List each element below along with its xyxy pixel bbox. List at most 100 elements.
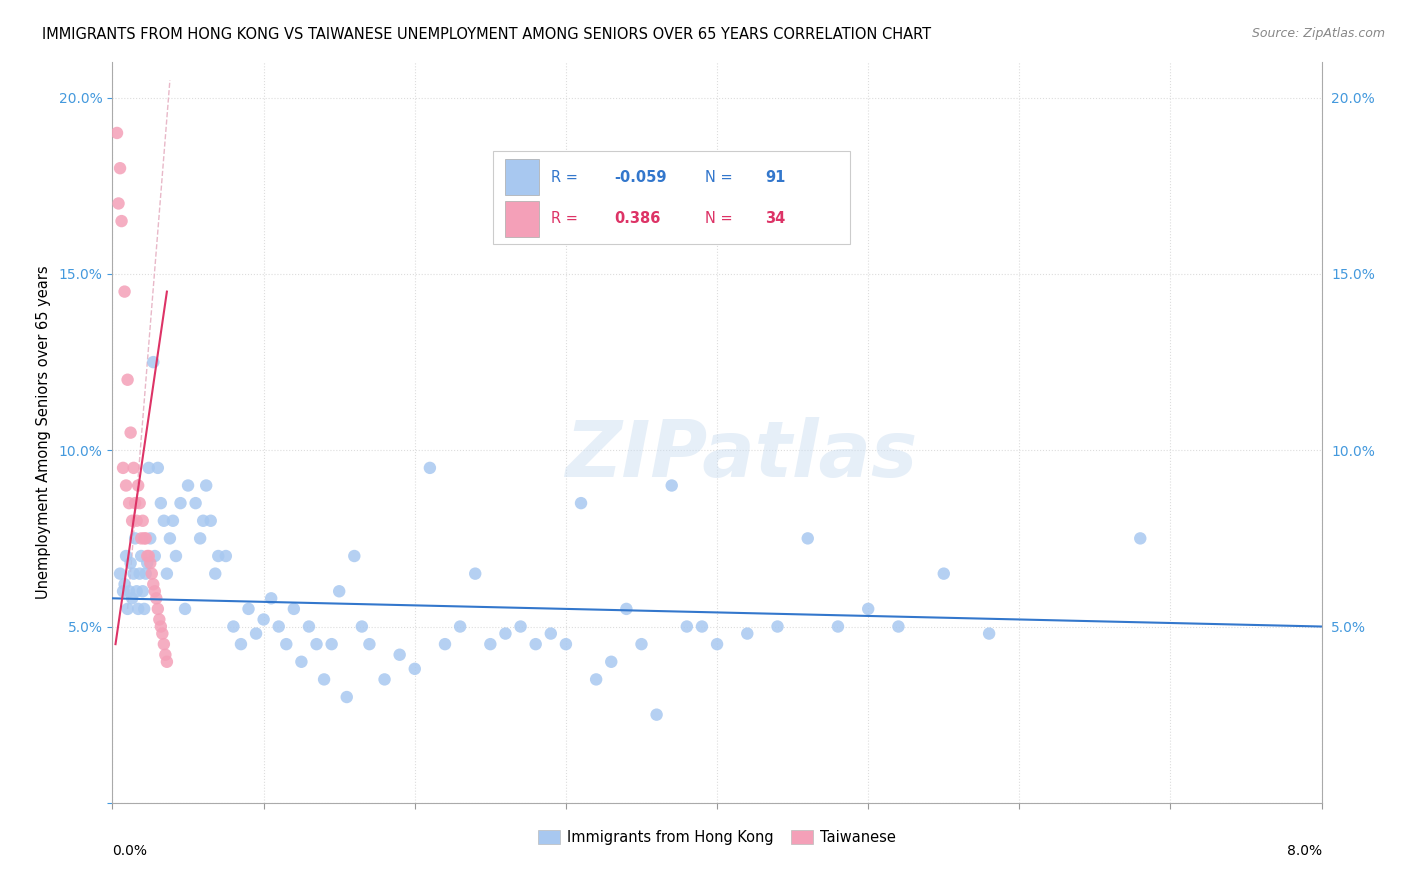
Text: -0.059: -0.059 — [614, 169, 666, 185]
Point — [115, 478, 138, 492]
Point — [136, 549, 159, 563]
Point — [143, 549, 166, 563]
Point — [143, 584, 166, 599]
Point — [149, 619, 172, 633]
FancyBboxPatch shape — [506, 160, 540, 195]
Point — [229, 637, 252, 651]
Point — [120, 425, 142, 440]
Point — [105, 126, 128, 140]
Point — [135, 566, 157, 581]
Point — [136, 556, 159, 570]
FancyBboxPatch shape — [494, 152, 851, 244]
Point — [328, 584, 350, 599]
Point — [766, 619, 789, 633]
Point — [184, 496, 207, 510]
Point — [245, 626, 267, 640]
Point — [153, 514, 176, 528]
Point — [146, 461, 169, 475]
Point — [118, 496, 141, 510]
Point — [388, 648, 411, 662]
Point — [150, 626, 173, 640]
Point — [117, 373, 139, 387]
Text: 34: 34 — [765, 211, 786, 227]
Point — [204, 566, 226, 581]
Point — [114, 285, 136, 299]
Point — [139, 532, 162, 546]
Point — [200, 514, 222, 528]
Point — [343, 549, 366, 563]
Point — [359, 637, 381, 651]
Point — [146, 602, 169, 616]
Point — [737, 626, 759, 640]
Point — [207, 549, 229, 563]
Point — [148, 612, 170, 626]
Point — [404, 662, 426, 676]
Point — [110, 214, 132, 228]
Point — [977, 626, 1000, 640]
Point — [141, 566, 163, 581]
Point — [132, 584, 155, 599]
Point — [887, 619, 910, 633]
Point — [827, 619, 849, 633]
Point — [932, 566, 955, 581]
Point — [114, 577, 136, 591]
Point — [706, 637, 728, 651]
Point — [177, 478, 200, 492]
Point — [122, 461, 145, 475]
Point — [267, 619, 290, 633]
Point — [125, 584, 148, 599]
Point — [434, 637, 457, 651]
Point — [856, 602, 880, 616]
Point — [188, 532, 211, 546]
Point — [134, 602, 156, 616]
Point — [122, 566, 145, 581]
Point — [125, 514, 148, 528]
Point — [128, 566, 150, 581]
Text: Source: ZipAtlas.com: Source: ZipAtlas.com — [1251, 27, 1385, 40]
Point — [134, 532, 156, 546]
Point — [153, 637, 176, 651]
Text: R =: R = — [551, 211, 578, 227]
Point — [138, 549, 160, 563]
Text: 8.0%: 8.0% — [1286, 844, 1322, 857]
Point — [374, 673, 396, 687]
Point — [283, 602, 305, 616]
Point — [135, 532, 157, 546]
Point — [127, 478, 149, 492]
Point — [128, 496, 150, 510]
Point — [464, 566, 486, 581]
Point — [155, 648, 177, 662]
Text: 0.386: 0.386 — [614, 211, 661, 227]
Point — [107, 196, 129, 211]
Point — [191, 514, 214, 528]
Point — [165, 549, 187, 563]
Text: 0.0%: 0.0% — [112, 844, 148, 857]
Point — [215, 549, 238, 563]
Point — [1129, 532, 1152, 546]
Point — [142, 577, 165, 591]
Point — [120, 556, 142, 570]
Point — [124, 496, 146, 510]
Point — [139, 556, 162, 570]
Point — [524, 637, 547, 651]
Point — [156, 566, 179, 581]
Point — [796, 532, 818, 546]
Text: IMMIGRANTS FROM HONG KONG VS TAIWANESE UNEMPLOYMENT AMONG SENIORS OVER 65 YEARS : IMMIGRANTS FROM HONG KONG VS TAIWANESE U… — [42, 27, 931, 42]
Text: 91: 91 — [765, 169, 786, 185]
FancyBboxPatch shape — [506, 201, 540, 236]
Point — [174, 602, 197, 616]
Point — [350, 619, 373, 633]
Point — [585, 673, 607, 687]
Point — [162, 514, 184, 528]
Point — [149, 496, 172, 510]
Text: N =: N = — [704, 211, 733, 227]
Point — [290, 655, 312, 669]
Point — [129, 549, 152, 563]
Point — [132, 514, 155, 528]
Point — [554, 637, 576, 651]
Point — [121, 514, 143, 528]
Point — [614, 602, 637, 616]
Point — [419, 461, 441, 475]
Point — [661, 478, 683, 492]
Point — [108, 566, 131, 581]
